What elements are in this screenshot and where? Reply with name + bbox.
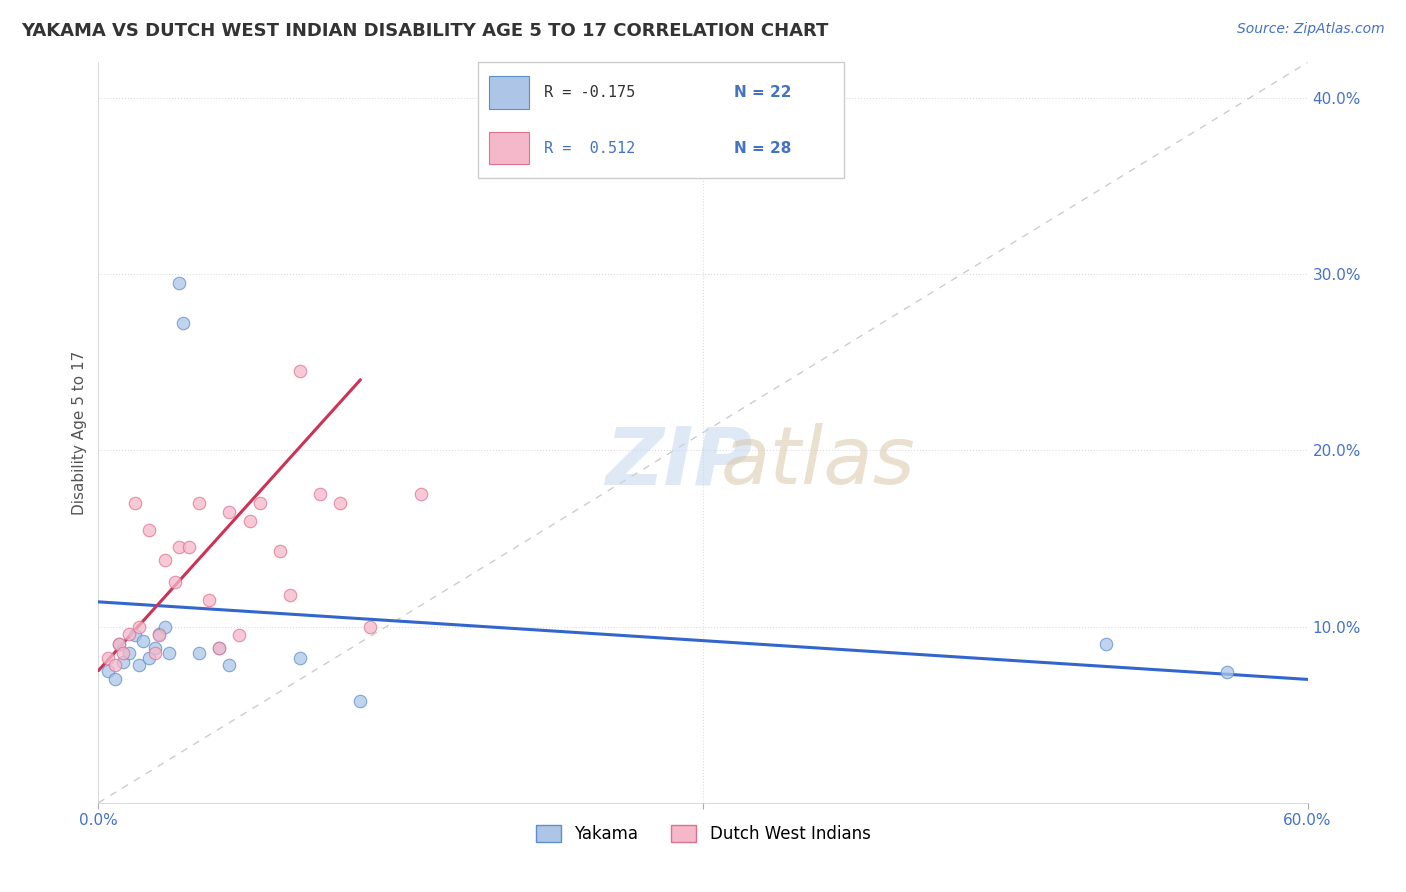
Point <box>118 646 141 660</box>
Text: YAKAMA VS DUTCH WEST INDIAN DISABILITY AGE 5 TO 17 CORRELATION CHART: YAKAMA VS DUTCH WEST INDIAN DISABILITY A… <box>21 22 828 40</box>
Point <box>309 487 332 501</box>
Point <box>208 640 231 655</box>
Point <box>138 651 160 665</box>
Point <box>167 540 190 554</box>
Point <box>269 543 291 558</box>
Point <box>208 640 231 655</box>
Point <box>1095 637 1118 651</box>
Y-axis label: Disability Age 5 to 17: Disability Age 5 to 17 <box>72 351 87 515</box>
Text: N = 22: N = 22 <box>734 85 792 100</box>
Point <box>249 496 271 510</box>
Text: N = 28: N = 28 <box>734 141 792 156</box>
Point <box>239 514 262 528</box>
Point <box>167 276 190 290</box>
Legend: Yakama, Dutch West Indians: Yakama, Dutch West Indians <box>529 819 877 850</box>
Point <box>288 364 311 378</box>
Point <box>188 646 211 660</box>
Text: Source: ZipAtlas.com: Source: ZipAtlas.com <box>1237 22 1385 37</box>
Point <box>124 628 146 642</box>
Point <box>198 593 221 607</box>
Point <box>172 316 194 330</box>
Point <box>1216 665 1239 680</box>
Point <box>97 664 120 678</box>
Point <box>218 505 240 519</box>
Point <box>228 628 250 642</box>
Point <box>163 575 186 590</box>
Point <box>179 540 201 554</box>
Point <box>103 673 125 687</box>
Point <box>188 496 211 510</box>
Point <box>143 646 166 660</box>
Text: ZIP: ZIP <box>605 423 752 501</box>
Text: atlas: atlas <box>720 423 915 501</box>
Point <box>111 655 134 669</box>
Point <box>148 626 170 640</box>
Point <box>153 619 176 633</box>
FancyBboxPatch shape <box>489 132 529 164</box>
Point <box>278 588 301 602</box>
Point <box>138 523 160 537</box>
Text: R =  0.512: R = 0.512 <box>544 141 636 156</box>
Point <box>329 496 352 510</box>
Point <box>132 633 155 648</box>
Point <box>97 651 120 665</box>
Point <box>124 496 146 510</box>
Point <box>349 693 371 707</box>
Point <box>107 637 129 651</box>
Point <box>218 658 240 673</box>
Point <box>128 658 150 673</box>
Point <box>157 646 180 660</box>
Text: R = -0.175: R = -0.175 <box>544 85 636 100</box>
Point <box>360 619 382 633</box>
Point <box>153 552 176 566</box>
Point <box>103 658 125 673</box>
Point <box>409 487 432 501</box>
FancyBboxPatch shape <box>489 77 529 109</box>
Point <box>111 646 134 660</box>
FancyBboxPatch shape <box>478 62 844 178</box>
Point <box>118 626 141 640</box>
Point <box>288 651 311 665</box>
Point <box>148 628 170 642</box>
Point <box>107 637 129 651</box>
Point <box>143 640 166 655</box>
Point <box>128 619 150 633</box>
